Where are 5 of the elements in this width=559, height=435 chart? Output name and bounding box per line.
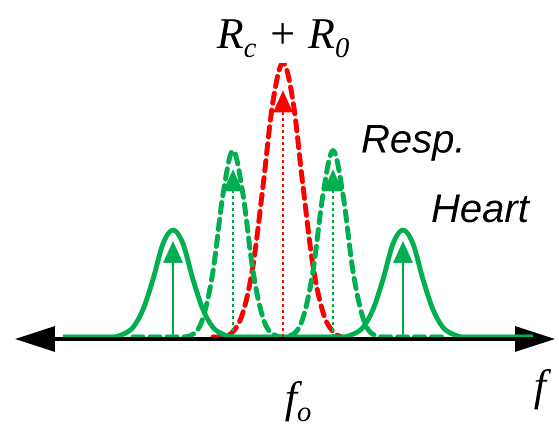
series-label: Resp. bbox=[361, 118, 466, 162]
series-label: Heart bbox=[431, 187, 531, 232]
text: f$_{o}$ bbox=[284, 373, 312, 428]
x-axis-title: f bbox=[534, 361, 552, 410]
series-label: R$_{c}$ + R$_{0}$ bbox=[216, 9, 350, 64]
